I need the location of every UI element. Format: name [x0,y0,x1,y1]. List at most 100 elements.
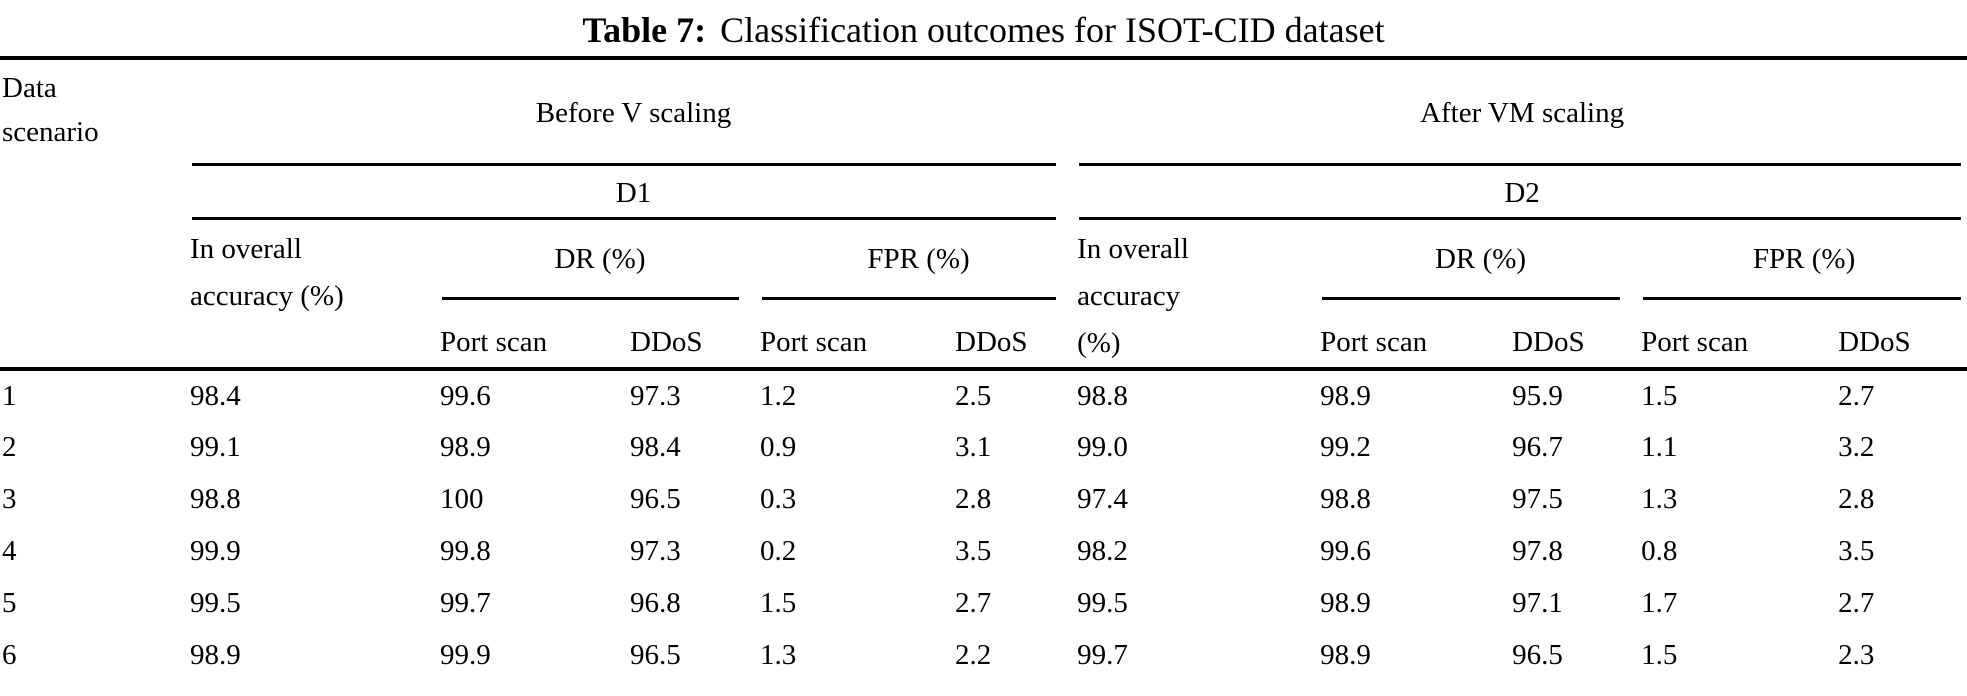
cell-d1-accuracy: 98.9 [190,638,241,671]
cell-scenario: 2 [2,430,17,463]
cell-d2-dr-ddos: 97.5 [1512,482,1563,515]
cell-d1-dr-port-scan: 99.8 [440,534,491,567]
cell-d2-dr-port-scan: 99.6 [1320,534,1371,567]
cell-d1-fpr-ddos: 3.5 [955,534,992,567]
cell-d1-dr-ddos: 96.5 [630,638,681,671]
col-header-d2-accuracy: In overall accuracy (%) [1077,233,1189,359]
cell-d2-accuracy: 97.4 [1077,482,1128,515]
cell-d1-dr-ddos: 96.5 [630,482,681,515]
cell-d2-fpr-port-scan: 1.1 [1641,430,1678,463]
col-header-d1-accuracy: In overall accuracy (%) [190,233,344,312]
cell-scenario: 6 [2,638,17,671]
col-header-d1-fpr-ddos: DDoS [955,326,1028,358]
cell-d2-fpr-ddos: 2.7 [1838,586,1875,619]
col-header-d2-fpr-ddos: DDoS [1838,326,1911,358]
col-header-d2-dr-port-scan: Port scan [1320,326,1428,358]
cell-d1-fpr-port-scan: 0.3 [760,482,797,515]
cell-d1-accuracy: 98.4 [190,379,241,412]
cell-d2-dr-port-scan: 98.8 [1320,482,1371,515]
data-row: 6 98.9 99.9 96.5 1.3 2.2 99.7 98.9 96.5 1.5 2.3 [0,629,1967,681]
cell-d2-dr-ddos: 96.5 [1512,638,1563,671]
col-group-d1-dr: DR (%) [440,220,760,300]
cell-d1-accuracy: 99.5 [190,586,241,619]
cell-d2-fpr-port-scan: 1.3 [1641,482,1678,515]
cell-d2-dr-ddos: 97.1 [1512,586,1563,619]
data-row: 2 99.1 98.9 98.4 0.9 3.1 99.0 99.2 96.7 1.1 3.2 [0,421,1967,473]
cell-d1-fpr-ddos: 2.7 [955,586,992,619]
cell-scenario: Average [0,681,190,696]
col-group-d1: D1 [190,166,1077,220]
cell-d1-accuracy: 99.9 [190,534,241,567]
cell-scenario: 5 [2,586,17,619]
results-table: Data scenario Before V scaling After VM … [0,56,1967,696]
cell-d1-dr-port-scan: 99.9 [440,638,491,671]
cell-d2-accuracy: 98.8 [1077,681,1320,696]
cell-d2-accuracy: 99.0 [1077,430,1128,463]
cell-d1-accuracy: 99.1 [190,430,241,463]
cell-d2-accuracy: 98.8 [1077,379,1128,412]
cell-d1-fpr-ddos: 2.8 [955,681,1077,696]
data-row: 1 98.4 99.6 97.3 1.2 2.5 98.8 98.9 95.9 1.5 2.7 [0,369,1967,421]
cell-scenario: 1 [2,379,17,412]
cell-d1-dr-ddos: 97.1 [630,681,760,696]
col-header-d1-fpr-port-scan: Port scan [760,326,868,358]
col-header-d2-dr-ddos: DDoS [1512,326,1585,358]
cell-d2-dr-port-scan: 98.9 [1320,379,1371,412]
average-row: Average99.199.797.10.92.898.899.196.91.3… [0,681,1967,696]
col-group-d2: D2 [1077,166,1967,220]
col-group-after-scaling: After VM scaling [1077,58,1967,166]
col-header-data-scenario: Data scenario [2,72,99,148]
cell-scenario: 3 [2,482,17,515]
cell-d1-accuracy: 99.1 [190,681,440,696]
cell-d1-dr-ddos: 98.4 [630,430,681,463]
cell-d2-fpr-port-scan: 1.5 [1641,379,1678,412]
col-group-d2-fpr: FPR (%) [1641,220,1967,300]
cell-d1-dr-port-scan: 100 [440,482,484,515]
cell-d1-accuracy: 98.8 [190,482,241,515]
cell-d1-fpr-port-scan: 1.2 [760,379,797,412]
cell-d2-fpr-ddos: 2.3 [1838,638,1875,671]
col-header-d1-dr-ddos: DDoS [630,326,703,358]
cell-d2-accuracy: 99.7 [1077,638,1128,671]
data-row: 3 98.8 100 96.5 0.3 2.8 97.4 98.8 97.5 1.3 2.8 [0,473,1967,525]
header-row-dataset: D1 D2 [0,166,1967,220]
cell-d1-dr-port-scan: 99.7 [440,586,491,619]
cell-d1-dr-ddos: 97.3 [630,379,681,412]
cell-d2-accuracy: 98.2 [1077,534,1128,567]
cell-d1-fpr-port-scan: 0.2 [760,534,797,567]
col-header-d1-dr-port-scan: Port scan [440,326,548,358]
cell-d1-dr-port-scan: 98.9 [440,430,491,463]
cell-d2-dr-ddos: 96.7 [1512,430,1563,463]
data-row: 4 99.9 99.8 97.3 0.2 3.5 98.2 99.6 97.8 0.8 3.5 [0,525,1967,577]
cell-d2-fpr-ddos: 3.2 [1838,430,1875,463]
col-group-d2-dr: DR (%) [1320,220,1641,300]
col-group-d1-fpr: FPR (%) [760,220,1077,300]
cell-d1-dr-ddos: 96.8 [630,586,681,619]
cell-d2-fpr-ddos: 3.5 [1838,534,1875,567]
header-row-scaling: Data scenario Before V scaling After VM … [0,58,1967,166]
header-row-metrics: In overall accuracy (%) DR (%) FPR (%) I… [0,220,1967,359]
table-caption: Table 7: Classification outcomes for ISOT… [0,0,1967,56]
header-row-attacks: Port scan DDoS Port scan DDoS Port scan … [0,300,1967,369]
cell-d2-accuracy: 99.5 [1077,586,1128,619]
cell-d2-fpr-port-scan: 1.7 [1641,586,1678,619]
cell-d2-dr-ddos: 96.9 [1512,681,1641,696]
cell-d1-fpr-ddos: 3.1 [955,430,992,463]
table-body: 1 98.4 99.6 97.3 1.2 2.5 98.8 98.9 95.9 1.5 2.7 2 99… [0,369,1967,696]
cell-d2-fpr-port-scan: 1.3 [1641,681,1838,696]
cell-d2-fpr-ddos: 2.8 [1838,482,1875,515]
cell-d1-fpr-port-scan: 1.5 [760,586,797,619]
cell-scenario: 4 [2,534,17,567]
cell-d2-fpr-port-scan: 1.5 [1641,638,1678,671]
cell-d1-dr-port-scan: 99.6 [440,379,491,412]
cell-d2-dr-port-scan: 99.2 [1320,430,1371,463]
table-caption-label: Table 7: [582,10,707,50]
cell-d1-fpr-ddos: 2.5 [955,379,992,412]
cell-d2-dr-port-scan: 98.9 [1320,638,1371,671]
cell-d1-fpr-port-scan: 1.3 [760,638,797,671]
cell-d2-fpr-ddos: 2.9 [1838,681,1967,696]
cell-d2-dr-ddos: 97.8 [1512,534,1563,567]
cell-d2-dr-port-scan: 99.1 [1320,681,1512,696]
cell-d2-fpr-ddos: 2.7 [1838,379,1875,412]
